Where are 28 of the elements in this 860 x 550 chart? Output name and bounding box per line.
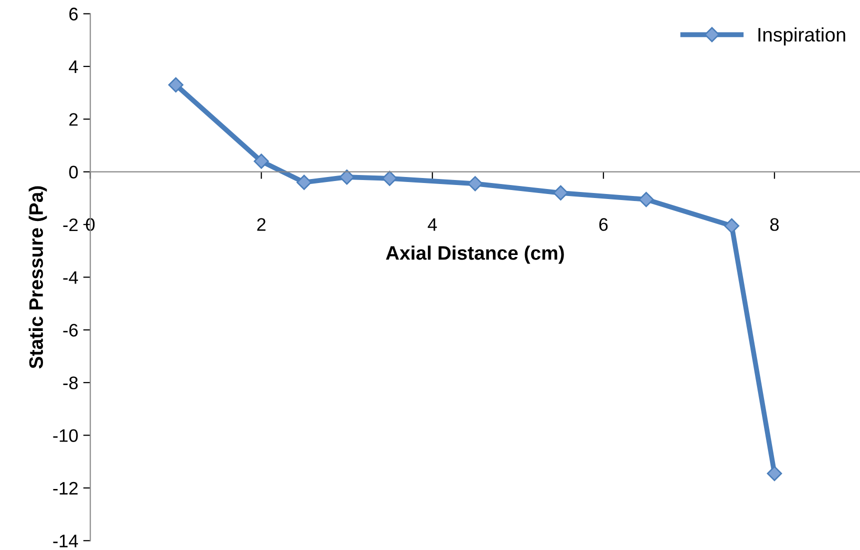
point bbox=[468, 176, 483, 192]
point bbox=[382, 170, 398, 186]
y-tick-label: -10 bbox=[53, 429, 78, 442]
point bbox=[254, 154, 269, 169]
y-tick-label: -12 bbox=[53, 482, 78, 494]
point bbox=[168, 77, 184, 92]
point bbox=[339, 170, 354, 185]
y-tick-label: -8 bbox=[63, 376, 78, 390]
y-tick-label: -4 bbox=[63, 271, 78, 284]
point bbox=[638, 192, 654, 208]
y-tick-label: 4 bbox=[68, 60, 78, 73]
x-tick-label: 6 bbox=[599, 218, 608, 231]
x-tick-label: 2 bbox=[257, 218, 266, 231]
point bbox=[766, 466, 782, 482]
x-axis-title: Axial Distance (cm) bbox=[386, 246, 564, 264]
point bbox=[724, 218, 740, 234]
point bbox=[553, 185, 568, 200]
y-tick-label: 2 bbox=[69, 113, 78, 126]
x-tick-label: 8 bbox=[770, 218, 779, 231]
y-tick-label: 6 bbox=[69, 8, 78, 20]
y-tick-label: -6 bbox=[63, 324, 78, 337]
y-tick-label: 0 bbox=[69, 166, 78, 179]
legend-label: Inspiration bbox=[758, 27, 846, 46]
x-tick-label: 4 bbox=[428, 218, 437, 231]
point bbox=[296, 174, 312, 190]
y-axis-title: Static Pressure (Pa) bbox=[28, 186, 47, 368]
y-tick-label: -14 bbox=[53, 534, 78, 548]
y-tick-label: -2 bbox=[63, 218, 78, 232]
